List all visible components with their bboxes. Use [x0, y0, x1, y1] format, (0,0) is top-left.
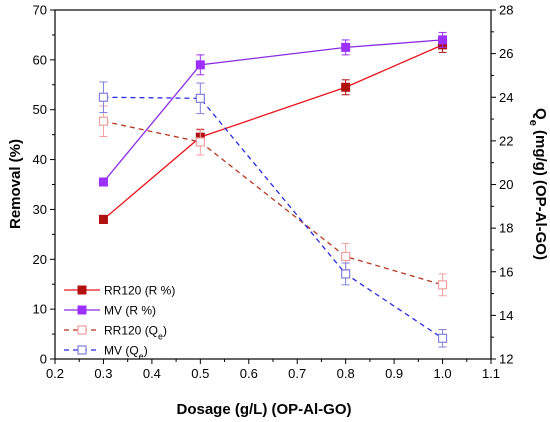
series-line: [103, 96, 443, 339]
legend-label-sub: e: [158, 332, 163, 342]
y-left-tick-label: 30: [33, 202, 47, 217]
series-layer: [98, 31, 448, 348]
axes: 0.2 0.3 0.4 0.5 0.6 0.7 0.8 0.9 1.0 1.1 0 10 20 30 40 5…: [33, 3, 514, 382]
data-point: [195, 93, 205, 103]
series-line: [102, 39, 443, 183]
x-tick-label: 0.7: [288, 366, 306, 381]
legend-label: RR120 (Qe): [104, 324, 167, 342]
y-right-axis-title: Qe (mg/g) (OP-Al-GO): [527, 108, 549, 260]
y-right-tick-label: 26: [499, 46, 513, 61]
series-1: [98, 31, 448, 187]
legend-label-rest: ): [163, 324, 167, 338]
x-axis-title: Dosage (g/L) (OP-Al-GO): [177, 401, 352, 418]
y-right-title-main: Q: [532, 108, 549, 120]
data-point: [341, 251, 351, 262]
y-left-tick-label: 60: [33, 52, 47, 67]
legend-label: MV (R %): [104, 304, 156, 318]
series-line: [103, 44, 443, 220]
data-point: [341, 82, 351, 92]
legend-label: MV (Qe): [104, 344, 148, 362]
y-right-tick-label: 28: [499, 3, 513, 18]
legend-label-rest: ): [144, 344, 148, 358]
y-right-tick-label: 14: [499, 308, 513, 323]
y-right-tick-label: 20: [499, 177, 513, 192]
y-left-tick-label: 0: [40, 352, 47, 367]
data-point: [438, 35, 448, 45]
y-right-tick-label: 16: [499, 264, 513, 279]
legend-item-2: RR120 (Qe): [64, 324, 167, 342]
data-point: [437, 280, 448, 290]
data-point: [98, 177, 108, 187]
y-right-title-rest: (mg/g) (OP-Al-GO): [532, 126, 549, 260]
data-point: [98, 92, 109, 102]
series-3: [98, 81, 448, 348]
data-point: [195, 60, 205, 70]
legend-label: RR120 (R %): [104, 284, 175, 298]
y-left-tick-label: 50: [33, 102, 47, 117]
x-tick-label: 0.9: [385, 366, 403, 381]
y-left-tick-label: 70: [33, 3, 47, 18]
y-left-axis-title: Removal (%): [7, 139, 24, 229]
x-tick-label: 0.4: [143, 366, 161, 381]
legend-item-3: MV (Qe): [64, 344, 148, 362]
data-point: [98, 116, 109, 126]
data-point: [341, 42, 351, 52]
legend-label-main: MV (Q: [104, 344, 139, 358]
x-tick-label: 0.8: [337, 366, 355, 381]
data-point: [341, 269, 351, 279]
x-tick-label: 0.3: [94, 366, 112, 381]
legend-marker: [77, 285, 87, 295]
x-tick-label: 1.1: [482, 366, 500, 381]
y-right-tick-label: 22: [499, 133, 513, 148]
y-right-tick-label: 18: [499, 221, 513, 236]
data-point: [437, 333, 448, 343]
legend: RR120 (R %)MV (R %)RR120 (Qe)MV (Qe): [64, 284, 175, 362]
x-tick-label: 0.5: [191, 366, 209, 381]
x-tick-label: 1.0: [434, 366, 452, 381]
legend-item-0: RR120 (R %): [64, 284, 175, 298]
y-right-tick-label: 12: [499, 352, 513, 367]
y-left-tick-label: 20: [33, 252, 47, 267]
legend-label-main: RR120 (Q: [104, 324, 158, 338]
y-left-tick-label: 10: [33, 302, 47, 317]
legend-marker: [77, 325, 87, 335]
legend-marker: [77, 345, 87, 355]
data-point: [98, 214, 108, 224]
x-tick-label: 0.2: [46, 366, 64, 381]
series-2: [98, 105, 448, 297]
legend-marker: [77, 305, 87, 315]
y-left-tick-label: 40: [33, 152, 47, 167]
series-line: [103, 120, 443, 286]
y-right-title-sub: e: [527, 120, 539, 126]
x-tick-label: 0.6: [240, 366, 258, 381]
legend-label-sub: e: [139, 352, 144, 362]
y-right-tick-label: 24: [499, 90, 513, 105]
legend-item-1: MV (R %): [64, 304, 156, 318]
data-point: [195, 137, 205, 147]
series-0: [98, 36, 448, 224]
